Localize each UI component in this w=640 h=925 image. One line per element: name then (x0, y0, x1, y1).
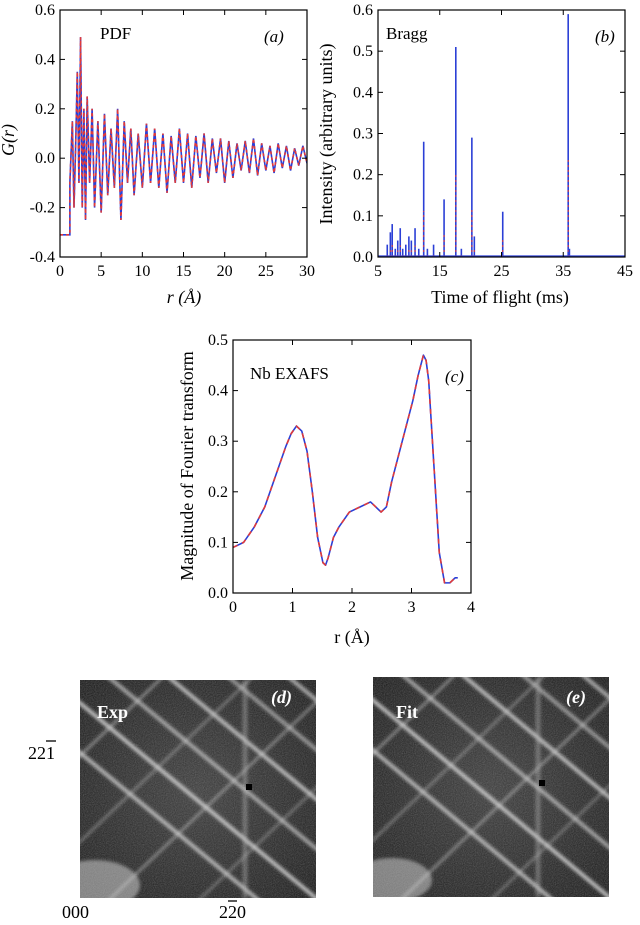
c-ytick-label: 0.0 (208, 585, 228, 602)
marker-dot-e (539, 780, 545, 786)
panel-b: 5 15 25 35 45 0.0 0.1 0.2 0.3 0.4 0.5 0.6 Bragg (b)… (316, 2, 633, 308)
axis-ticks-a: 0 5 10 15 20 25 30 -0.4 -0.2 0.0 0.2 0.4 0.6 (30, 2, 315, 280)
kikuchi-line (633, 667, 640, 917)
index-label-bottom: 2 2 0 (219, 900, 246, 922)
panel-label-c: (c) (445, 367, 464, 386)
index-bottom-3: 0 (237, 902, 246, 922)
image-e: Fit (e) (373, 667, 640, 917)
b-ytick-label: 0.6 (353, 2, 373, 19)
plot-frame-b (377, 9, 626, 258)
axis-ticks-c: 0 1 2 3 4 0.0 0.1 0.2 0.3 0.4 0.5 (208, 332, 475, 616)
c-ytick-label: 0.4 (208, 383, 228, 400)
a-ytick-label: 0.6 (35, 2, 55, 19)
c-xtick-label: 1 (289, 599, 297, 616)
image-name-d: Exp (97, 702, 128, 722)
index-left-digits: 22 (28, 743, 46, 763)
panel-label-a: (a) (264, 27, 284, 46)
x-axis-label-b: Time of flight (ms) (431, 287, 569, 308)
image-name-e: Fit (396, 702, 418, 722)
a-xtick-label: 5 (97, 263, 105, 280)
index-label-left: 22 1 (28, 740, 56, 763)
b-ytick-label: 0.1 (353, 208, 373, 225)
index-bottom-1: 2 (219, 902, 228, 922)
a-xtick-label: 25 (258, 263, 274, 280)
a-ytick-label: 0.4 (35, 51, 55, 68)
b-xtick-label: 15 (432, 263, 448, 280)
image-d: Exp (d) (80, 680, 316, 898)
y-axis-label-c: Magnitude of Fourier transform (177, 351, 197, 580)
c-xtick-label: 4 (467, 599, 475, 616)
b-ytick-label: 0.0 (353, 249, 373, 266)
index-left-bar-digit: 1 (46, 743, 55, 763)
c-ytick-label: 0.2 (208, 484, 228, 501)
c-xtick-label: 3 (408, 599, 416, 616)
a-ytick-label: 0.0 (35, 150, 55, 167)
exafs-line-blue (233, 354, 458, 584)
a-ytick-label: 0.2 (35, 101, 55, 118)
inset-label-c: Nb EXAFS (250, 364, 329, 383)
b-ytick-label: 0.5 (353, 43, 373, 60)
panel-label-e: (e) (566, 687, 586, 708)
pdf-line-red (60, 37, 307, 236)
panel-label-d: (d) (271, 687, 292, 708)
b-xtick-label: 45 (617, 263, 633, 280)
inset-label-b: Bragg (386, 24, 428, 43)
b-xtick-label: 25 (494, 263, 510, 280)
marker-dot-d (246, 784, 252, 790)
c-xtick-label: 0 (229, 599, 237, 616)
a-xtick-label: 20 (217, 263, 233, 280)
c-xtick-label: 2 (348, 599, 356, 616)
index-origin: 000 (62, 902, 89, 922)
axis-ticks-b: 5 15 25 35 45 0.0 0.1 0.2 0.3 0.4 0.5 0.6 (353, 2, 633, 280)
exafs-line-red (233, 354, 458, 584)
c-ytick-label: 0.3 (208, 433, 228, 450)
b-xtick-label: 5 (374, 263, 382, 280)
index-bottom-2: 2 (228, 902, 237, 922)
inset-label-a: PDF (100, 24, 131, 43)
a-xtick-label: 10 (134, 263, 150, 280)
y-axis-label-a: G(r) (0, 124, 19, 156)
b-ytick-label: 0.4 (353, 84, 373, 101)
x-axis-label-c: r (Å) (334, 627, 369, 648)
c-ytick-label: 0.1 (208, 534, 228, 551)
exafs-series (233, 354, 458, 584)
a-xtick-label: 30 (299, 263, 315, 280)
b-ytick-label: 0.2 (353, 167, 373, 184)
a-xtick-label: 15 (176, 263, 192, 280)
b-ytick-label: 0.3 (353, 126, 373, 143)
x-axis-label-a: r (Å) (167, 287, 202, 308)
bragg-peaks (378, 14, 625, 257)
panel-a: 0 5 10 15 20 25 30 -0.4 -0.2 0.0 0.2 0.4 0.6 PDF (a)… (0, 2, 315, 308)
pdf-series (60, 37, 307, 236)
b-xtick-label: 35 (555, 263, 571, 280)
a-xtick-label: 0 (56, 263, 64, 280)
panel-label-b: (b) (595, 27, 615, 46)
pdf-line-blue (60, 37, 307, 236)
y-axis-label-b: Intensity (arbitrary units) (316, 44, 337, 225)
panel-c: 0 1 2 3 4 0.0 0.1 0.2 0.3 0.4 0.5 Nb EXAFS (c) r (… (177, 332, 475, 648)
c-ytick-label: 0.5 (208, 332, 228, 349)
a-ytick-label: -0.4 (30, 249, 55, 266)
a-ytick-label: -0.2 (30, 200, 55, 217)
